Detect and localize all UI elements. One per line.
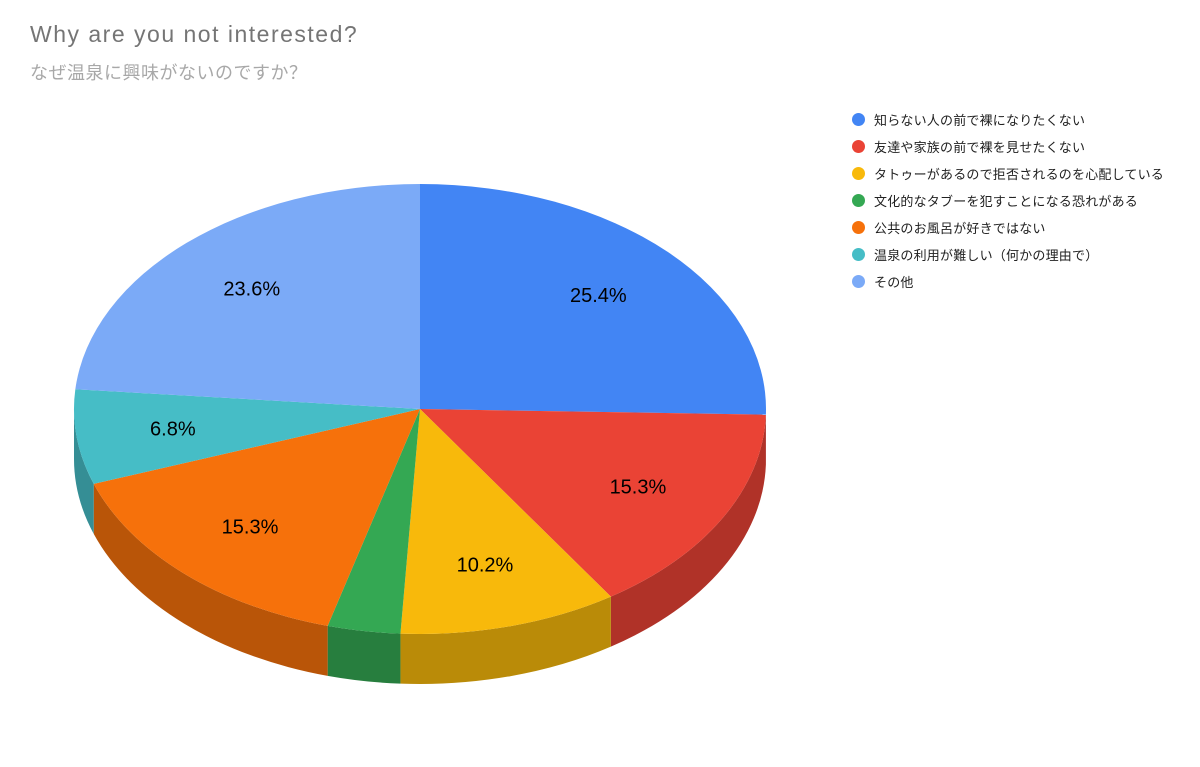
pie-slice-side-4 xyxy=(93,483,328,676)
pie-slice-side-5 xyxy=(74,409,94,534)
legend-item-4: 公共のお風呂が好きではない xyxy=(852,214,1197,241)
pie-slice-label-6: 23.6% xyxy=(223,279,280,301)
legend-label: 文化的なタブーを犯すことになる恐れがある xyxy=(874,194,1139,209)
pie-chart-3d: 25.4% 15.3% 10.2% 15.3% 6.8% 23.6% xyxy=(73,184,767,684)
pie-slice-label-2: 10.2% xyxy=(457,554,514,576)
pie-slice-1 xyxy=(420,409,766,597)
pie-slice-0 xyxy=(420,184,767,415)
pie-slice-side-1 xyxy=(610,414,766,647)
legend-label: 公共のお風呂が好きではない xyxy=(874,221,1046,236)
pie-slice-2 xyxy=(400,409,611,634)
pie-slice-4 xyxy=(93,409,420,626)
pie-slice-label-5: 6.8% xyxy=(150,418,196,440)
legend-label: タトゥーがあるので拒否されるのを心配している xyxy=(874,167,1165,182)
pie-slice-side-2 xyxy=(400,596,611,684)
legend-swatch-icon xyxy=(852,248,865,261)
pie-slice-6 xyxy=(75,184,420,409)
legend-item-1: 友達や家族の前で裸を見せたくない xyxy=(852,133,1197,160)
legend-label: 温泉の利用が難しい（何かの理由で） xyxy=(874,248,1099,263)
chart-header: Why are you not interested? なぜ温泉に興味がないので… xyxy=(30,20,358,85)
chart-subtitle: なぜ温泉に興味がないのですか？ xyxy=(30,62,308,83)
legend-swatch-icon xyxy=(852,113,865,126)
legend-item-6: その他 xyxy=(852,268,1197,295)
pie-slice-label-0: 25.4% xyxy=(570,285,627,307)
pie-slice-side-3 xyxy=(327,625,401,684)
legend-swatch-icon xyxy=(852,140,865,153)
legend-item-5: 温泉の利用が難しい（何かの理由で） xyxy=(852,241,1197,268)
pie-slice-5 xyxy=(73,389,420,484)
pie-slice-3 xyxy=(327,409,420,634)
legend-swatch-icon xyxy=(852,194,865,207)
chart-legend: 知らない人の前で裸になりたくない 友達や家族の前で裸を見せたくないタトゥーがあるの… xyxy=(852,106,1197,295)
legend-label: 知らない人の前で裸になりたくない xyxy=(874,113,1086,128)
legend-swatch-icon xyxy=(852,167,865,180)
legend-swatch-icon xyxy=(852,275,865,288)
legend-label: 友達や家族の前で裸を見せたくない xyxy=(874,140,1086,155)
chart-title: Why are you not interested? xyxy=(30,21,359,47)
legend-swatch-icon xyxy=(852,221,865,234)
legend-item-3: 文化的なタブーを犯すことになる恐れがある xyxy=(852,187,1197,214)
legend-item-2: タトゥーがあるので拒否されるのを心配している xyxy=(852,160,1197,187)
legend-item-0: 知らない人の前で裸になりたくない xyxy=(852,106,1197,133)
pie-slice-label-4: 15.3% xyxy=(222,516,279,538)
legend-label: その他 xyxy=(874,275,914,290)
pie-slice-label-1: 15.3% xyxy=(610,476,667,498)
